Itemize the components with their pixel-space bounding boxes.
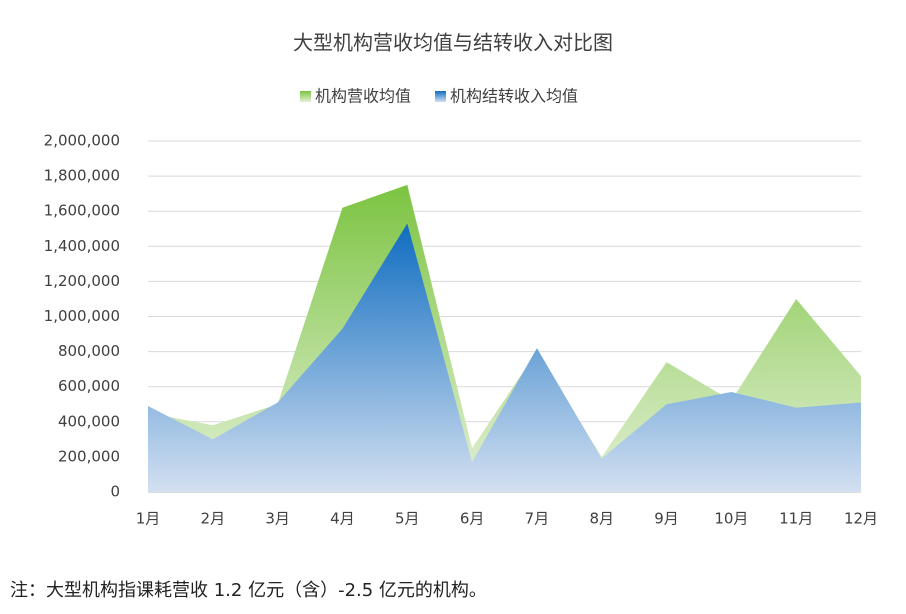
y-tick-label: 1,800,000 (44, 167, 120, 185)
x-tick-label: 6月 (460, 510, 485, 528)
area (148, 223, 861, 493)
chart: 大型机构营收均值与结转收入对比图 0 200,000 400,000 600,000 8… (44, 31, 878, 528)
y-tick-label: 1,200,000 (44, 272, 120, 290)
y-tick-label: 1,600,000 (44, 202, 120, 220)
y-tick-label: 0 (110, 483, 120, 501)
legend-swatch (435, 91, 447, 102)
y-tick-label: 800,000 (58, 342, 120, 360)
x-tick-label: 7月 (525, 510, 550, 528)
x-tick-label: 1月 (136, 510, 161, 528)
footnote: 注：大型机构指课耗营收 1.2 亿元（含）-2.5 亿元的机构。 (10, 580, 487, 601)
legend-label: 机构结转收入均值 (450, 87, 578, 106)
y-tick-label: 600,000 (58, 377, 120, 395)
x-tick-label: 8月 (589, 510, 614, 528)
x-tick-label: 10月 (714, 510, 748, 528)
x-tick-label: 4月 (330, 510, 355, 528)
x-tick-label: 12月 (844, 510, 878, 528)
legend-swatch (300, 91, 311, 102)
x-tick-label: 3月 (265, 510, 290, 528)
x-tick-label: 9月 (654, 510, 679, 528)
y-tick-label: 200,000 (58, 447, 120, 465)
y-tick-label: 1,400,000 (44, 237, 120, 255)
x-tick-label: 11月 (779, 510, 813, 528)
x-tick-label: 5月 (395, 510, 420, 528)
y-tick-label: 1,000,000 (44, 307, 120, 325)
y-tick-label: 400,000 (58, 412, 120, 430)
chart-title: 大型机构营收均值与结转收入对比图 (293, 31, 613, 55)
x-tick-label: 2月 (201, 510, 226, 528)
y-tick-label: 2,000,000 (44, 132, 120, 150)
legend-label: 机构营收均值 (315, 87, 411, 106)
